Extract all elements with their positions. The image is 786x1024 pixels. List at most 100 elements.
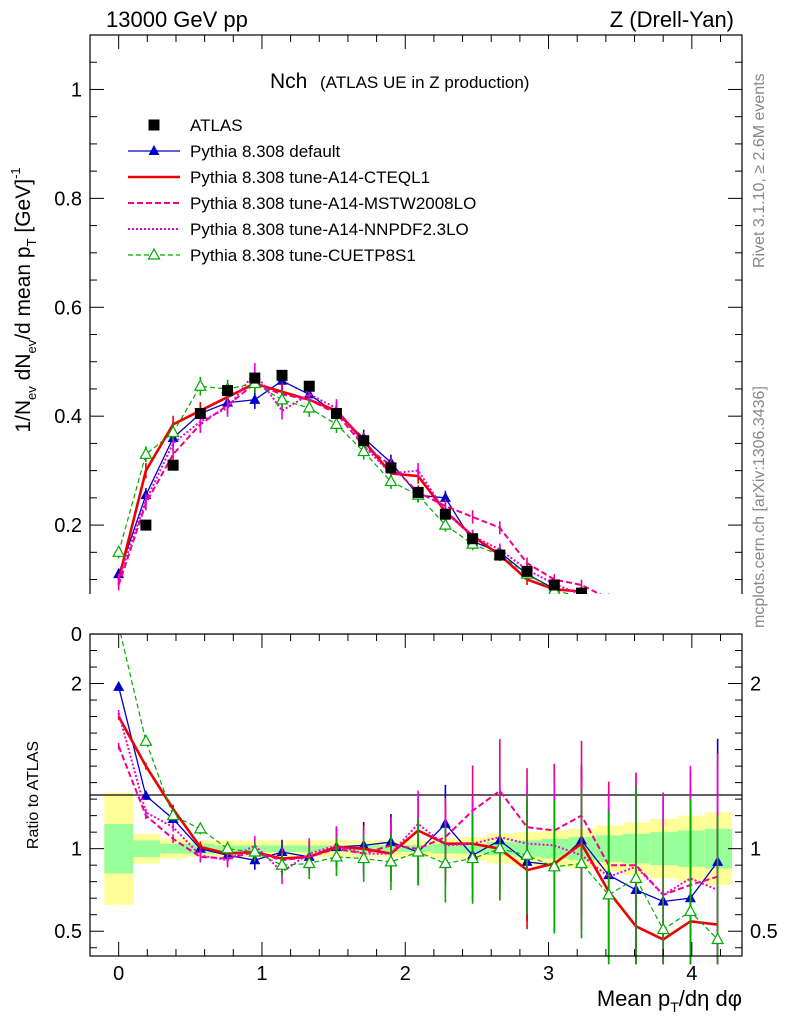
main-point-atlas	[194, 407, 206, 419]
main-frame	[89, 34, 743, 635]
main-title: Nch	[270, 70, 307, 93]
main-point-atlas	[521, 565, 533, 577]
mcplots-label: mcplots.cern.ch [arXiv:1306.3436]	[751, 386, 768, 628]
ratio-point-pythia-8-308-tune-cuetp8s1	[683, 904, 697, 917]
legend-entry-pythia-8-308-tune-cuetp8s1: Pythia 8.308 tune-CUETP8S1	[128, 246, 416, 265]
main-line-pythia-8-308-tune-a14-nnpdf2-3lo	[117, 370, 718, 626]
main-point-atlas	[140, 519, 152, 531]
ratio-ytick-label: 2	[71, 674, 82, 696]
ratio-point-pythia-8-308-tune-cuetp8s1	[275, 857, 289, 870]
main-point-atlas	[494, 549, 506, 561]
ratio-point-pythia-8-308-tune-cuetp8s1	[466, 851, 480, 864]
header-right: Z (Drell-Yan)	[610, 7, 734, 32]
legend-entry-pythia-8-308-tune-a14-cteql1: Pythia 8.308 tune-A14-CTEQL1	[128, 168, 430, 187]
ratio-band-green	[104, 823, 133, 874]
ratio-xtick-label: 4	[686, 963, 697, 985]
main-point-atlas	[222, 385, 234, 397]
ratio-xtick-label: 0	[113, 963, 124, 985]
main-point-pythia-8-308-tune-cuetp8s1	[357, 444, 371, 457]
legend-label: Pythia 8.308 tune-A14-CTEQL1	[190, 168, 430, 187]
main-point-pythia-8-308-tune-cuetp8s1	[139, 447, 153, 459]
main-ytick-label: 0.6	[54, 297, 82, 319]
ratio-point-pythia-8-308-tune-cuetp8s1	[629, 871, 643, 883]
ratio-point-pythia-8-308-tune-cuetp8s1	[656, 922, 670, 935]
legend: ATLAS Pythia 8.308 default Pythia 8.308 tu…	[128, 116, 476, 265]
ratio-ylabel: Ratio to ATLAS	[25, 741, 42, 849]
ratio-point-pythia-8-308-tune-cuetp8s1	[438, 856, 452, 869]
main-ytick-label: 0.4	[54, 406, 82, 428]
ratio-point-pythia-8-308-tune-cuetp8s1	[574, 856, 589, 869]
main-point-atlas	[249, 372, 261, 384]
ratio-line-pythia-8-308-tune-a14-nnpdf2-3lo	[117, 713, 718, 897]
legend-label: Pythia 8.308 tune-CUETP8S1	[190, 246, 416, 265]
ratio-point-pythia-8-308-tune-cuetp8s1	[411, 844, 425, 857]
ratio-point-pythia-8-308-tune-cuetp8s1	[547, 859, 561, 872]
ratio-xtick-label: 1	[256, 963, 267, 985]
ratio-point-pythia-8-308-default	[113, 680, 125, 691]
ratio-point-pythia-8-308-tune-cuetp8s1	[520, 848, 534, 860]
legend-entry-atlas: ATLAS	[148, 116, 243, 135]
ratio-ytick-label-right: 0.5	[750, 921, 778, 943]
legend-label: Pythia 8.308 tune-A14-MSTW2008LO	[190, 194, 476, 213]
legend-entry-pythia-8-308-tune-a14-nnpdf2-3lo: Pythia 8.308 tune-A14-NNPDF2.3LO	[128, 220, 469, 239]
main-point-atlas	[303, 380, 315, 392]
ratio-series	[89, 594, 743, 965]
ratio-xtick-label: 3	[543, 963, 554, 985]
ratio-band-green	[160, 843, 188, 854]
legend-label: ATLAS	[190, 116, 243, 135]
ratio-point-pythia-8-308-tune-cuetp8s1	[248, 844, 262, 857]
main-line-pythia-8-308-default	[118, 380, 718, 625]
main-point-atlas	[330, 407, 342, 419]
main-point-atlas	[385, 462, 397, 474]
main-point-atlas	[576, 587, 588, 599]
ratio-point-pythia-8-308-tune-cuetp8s1	[302, 856, 316, 869]
ratio-point-pythia-8-308-tune-cuetp8s1	[602, 887, 616, 900]
main-point-pythia-8-308-tune-cuetp8s1	[302, 400, 316, 413]
ratio-line-pythia-8-308-tune-cuetp8s1	[118, 625, 719, 940]
legend-marker	[147, 247, 161, 260]
main-point-atlas	[276, 369, 288, 381]
main-point-pythia-8-308-tune-cuetp8s1	[193, 378, 207, 391]
main-point-pythia-8-308-tune-cuetp8s1	[275, 392, 289, 405]
ratio-ytick-label: 1	[71, 839, 82, 861]
main-point-pythia-8-308-tune-cuetp8s1	[112, 545, 126, 557]
main-point-pythia-8-308-default	[439, 491, 451, 502]
main-point-pythia-8-308-default	[249, 393, 261, 404]
main-ylabel: 1/Nev dNev/d mean pT [GeV]-1	[8, 167, 39, 432]
ratio-point-pythia-8-308-tune-cuetp8s1	[711, 932, 725, 945]
main-point-pythia-8-308-tune-cuetp8s1	[329, 417, 343, 429]
main-point-pythia-8-308-tune-cuetp8s1	[438, 517, 452, 530]
ratio-point-pythia-8-308-tune-cuetp8s1	[193, 821, 207, 834]
main-point-atlas	[167, 459, 179, 471]
main-panel: 0 0.2 0.4 0.6 0.8 1 Nch (ATLAS UE in Z produc…	[8, 34, 743, 646]
main-line-pythia-8-308-tune-a14-mstw2008lo	[117, 382, 718, 625]
legend-entry-pythia-8-308-tune-a14-mstw2008lo: Pythia 8.308 tune-A14-MSTW2008LO	[128, 194, 476, 213]
rivet-label: Rivet 3.1.10, ≥ 2.6M events	[751, 73, 768, 268]
main-subtitle: (ATLAS UE in Z production)	[320, 73, 529, 92]
ratio-point-pythia-8-308-tune-cuetp8s1	[357, 851, 371, 864]
ratio-point-pythia-8-308-default	[140, 789, 152, 800]
ratio-panel: 0.5 0.5 1 1 2 2 0 1 2 3 4 Ratio to ATLAS Mean pT/d…	[25, 594, 778, 1015]
ratio-ytick-label: 0.5	[54, 921, 82, 943]
ratio-axes: 0.5 0.5 1 1 2 2 0 1 2 3 4	[54, 634, 778, 985]
main-point-atlas	[548, 579, 560, 591]
main-point-atlas	[358, 435, 370, 447]
main-ytick-label: 1	[71, 79, 82, 101]
main-ytick-label: 0	[71, 624, 82, 646]
ratio-point-pythia-8-308-tune-cuetp8s1	[139, 734, 153, 746]
main-ytick-label: 0.8	[54, 188, 82, 210]
legend-marker	[148, 145, 160, 155]
ratio-point-pythia-8-308-tune-cuetp8s1	[493, 841, 507, 854]
main-point-atlas	[439, 508, 451, 520]
legend-entry-pythia-8-308-default: Pythia 8.308 default	[128, 142, 341, 161]
ratio-point-pythia-8-308-tune-cuetp8s1	[221, 841, 235, 854]
ratio-frame	[89, 633, 743, 957]
ratio-point-pythia-8-308-tune-cuetp8s1	[384, 854, 398, 867]
main-point-atlas	[467, 533, 479, 545]
main-ytick-label: 0.2	[54, 515, 82, 537]
main-point-pythia-8-308-tune-cuetp8s1	[166, 425, 180, 438]
ratio-xlabel: Mean pT/dη dφ	[597, 986, 742, 1015]
ratio-point-pythia-8-308-tune-cuetp8s1	[166, 808, 180, 821]
ratio-point-pythia-8-308-tune-cuetp8s1	[329, 849, 343, 862]
